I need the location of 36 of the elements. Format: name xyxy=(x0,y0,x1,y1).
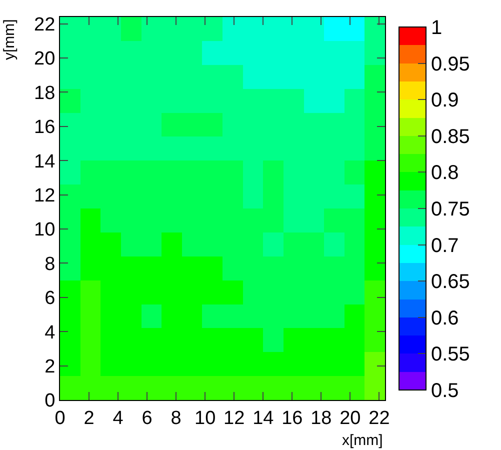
y-tick-label: 10 xyxy=(34,220,56,241)
color-bar-label: 1 xyxy=(431,17,442,39)
color-bar-label: 0.9 xyxy=(431,90,459,112)
y-tick-label: 8 xyxy=(44,254,56,275)
x-tick-label: 2 xyxy=(84,408,94,429)
y-axis-title: y[mm] xyxy=(1,19,18,60)
y-tick-label: 6 xyxy=(44,288,56,310)
color-bar-label: 0.65 xyxy=(431,271,470,294)
x-tick-label: 22 xyxy=(368,408,390,429)
x-tick-label: 4 xyxy=(112,408,124,429)
y-tick-label: 12 xyxy=(34,185,56,206)
y-tick-label: 0 xyxy=(44,390,56,412)
x-tick-label: 8 xyxy=(170,408,182,429)
y-tick-label: 20 xyxy=(34,48,56,70)
y-tick-label: 14 xyxy=(34,151,56,172)
color-bar-label: 0.85 xyxy=(431,126,470,148)
color-bar-label: 0.5 xyxy=(431,380,459,402)
x-tick-label: 6 xyxy=(142,408,152,429)
x-tick-label: 20 xyxy=(340,408,361,429)
color-bar-label: 0.75 xyxy=(431,198,470,220)
x-tick-label: 18 xyxy=(310,408,332,429)
x-tick-label: 10 xyxy=(194,408,216,429)
color-bar-label: 0.55 xyxy=(431,344,470,366)
color-bar-label: 0.7 xyxy=(431,234,459,257)
x-tick-label: 14 xyxy=(252,408,274,429)
x-axis-title: x[mm] xyxy=(342,432,383,449)
color-bar-label: 0.8 xyxy=(431,162,459,184)
y-tick-label: 4 xyxy=(44,322,56,344)
x-tick-label: 12 xyxy=(224,408,245,429)
x-tick-label: 16 xyxy=(282,408,303,429)
color-bar-label: 0.95 xyxy=(431,53,470,76)
y-tick-label: 2 xyxy=(44,356,56,378)
y-tick-label: 22 xyxy=(34,14,56,36)
y-tick-label: 16 xyxy=(34,117,56,138)
color-bar-label: 0.6 xyxy=(431,307,459,330)
y-tick-label: 18 xyxy=(34,82,56,104)
